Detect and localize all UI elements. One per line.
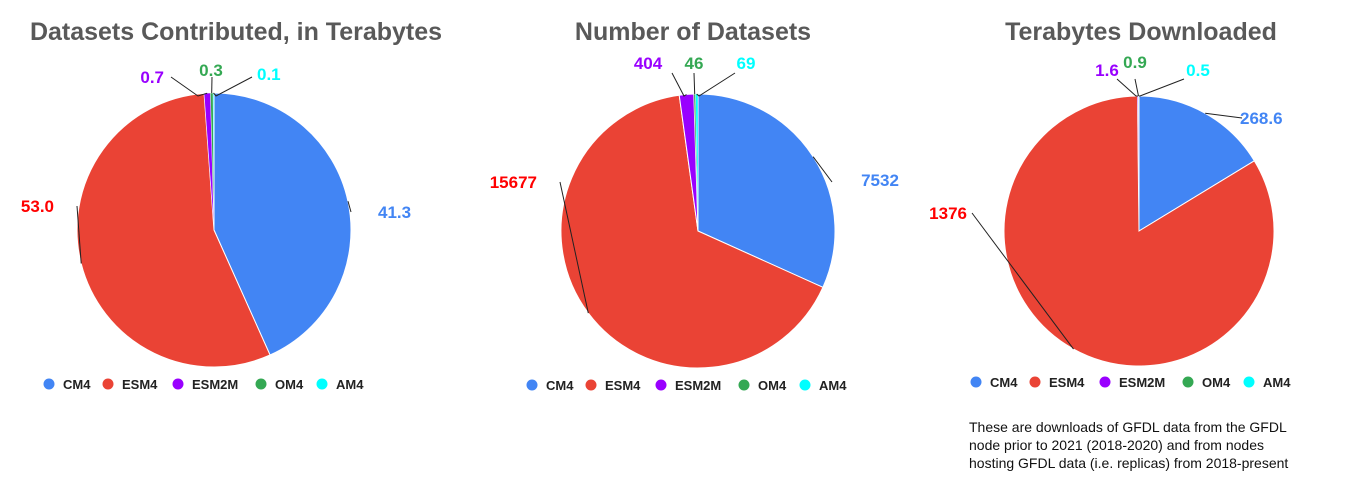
pie-slice-cm4 — [697, 93, 836, 288]
leader-line-am4 — [213, 76, 253, 97]
legend-swatch-cm4 — [526, 379, 538, 391]
downloads-footnote: These are downloads of GFDL data from th… — [969, 419, 1289, 471]
legend-swatch-om4 — [1182, 376, 1194, 388]
leader-line-am4 — [1138, 78, 1185, 97]
legend-label-esm4: ESM4 — [1049, 375, 1085, 390]
value-label-cm4: 7532 — [861, 171, 899, 190]
value-label-cm4: 268.6 — [1240, 109, 1283, 128]
pie-chart-2: Number of Datasets 7532 15677 404 46 69 CM4 ESM… — [490, 18, 899, 393]
value-label-am4: 0.1 — [257, 65, 281, 84]
leader-line-esm2m — [671, 72, 687, 97]
pie-chart-1: Datasets Contributed, in Terabytes 41.3 53… — [21, 18, 442, 392]
legend-swatch-esm4 — [102, 378, 114, 390]
leader-line-om4 — [1134, 78, 1139, 97]
chart-legend: CM4 ESM4 ESM2M OM4 AM4 — [526, 378, 847, 393]
legend-label-esm4: ESM4 — [605, 378, 641, 393]
value-label-esm2m: 0.7 — [140, 68, 164, 87]
legend-swatch-esm2m — [1099, 376, 1111, 388]
legend-label-esm2m: ESM2M — [192, 377, 238, 392]
chart-legend: CM4 ESM4 ESM2M OM4 AM4 — [43, 377, 364, 392]
value-label-esm4: 15677 — [490, 173, 537, 192]
chart-title: Datasets Contributed, in Terabytes — [30, 18, 442, 46]
legend-label-cm4: CM4 — [63, 377, 91, 392]
leader-line-esm4 — [559, 181, 589, 314]
leader-line-cm4 — [812, 156, 833, 183]
legend-swatch-om4 — [255, 378, 267, 390]
leader-line-cm4 — [347, 201, 352, 213]
legend-label-cm4: CM4 — [546, 378, 574, 393]
legend-swatch-om4 — [738, 379, 750, 391]
legend-label-cm4: CM4 — [990, 375, 1018, 390]
value-label-am4: 0.5 — [1186, 61, 1210, 80]
leader-line-esm2m — [170, 76, 208, 97]
chart-title: Number of Datasets — [575, 18, 811, 46]
legend-label-esm4: ESM4 — [122, 377, 158, 392]
legend-swatch-cm4 — [43, 378, 55, 390]
leader-line-esm2m — [1116, 78, 1138, 97]
chart-title: Terabytes Downloaded — [1005, 18, 1277, 46]
leader-line-esm4 — [971, 212, 1074, 350]
legend-swatch-am4 — [316, 378, 328, 390]
value-label-am4: 69 — [737, 54, 756, 73]
legend-label-om4: OM4 — [275, 377, 304, 392]
legend-label-om4: OM4 — [758, 378, 787, 393]
pie-chart-3: Terabytes Downloaded 268.6 1376 1.6 0.9 0.5 CM… — [929, 18, 1291, 390]
value-label-esm2m: 1.6 — [1095, 61, 1119, 80]
leader-line-esm4 — [76, 205, 82, 264]
legend-label-esm2m: ESM2M — [675, 378, 721, 393]
value-label-esm4: 1376 — [929, 204, 967, 223]
legend-swatch-esm4 — [585, 379, 597, 391]
legend-swatch-am4 — [1243, 376, 1255, 388]
legend-swatch-esm4 — [1029, 376, 1041, 388]
chart-legend: CM4 ESM4 ESM2M OM4 AM4 — [970, 375, 1291, 390]
value-label-om4: 0.9 — [1123, 53, 1147, 72]
legend-label-am4: AM4 — [819, 378, 847, 393]
legend-swatch-cm4 — [970, 376, 982, 388]
leader-line-cm4 — [1205, 112, 1243, 119]
value-label-esm4: 53.0 — [21, 197, 54, 216]
value-label-cm4: 41.3 — [378, 203, 411, 222]
value-label-om4: 46 — [685, 54, 704, 73]
pie-slice-cm4 — [1138, 95, 1256, 232]
legend-label-am4: AM4 — [1263, 375, 1291, 390]
legend-label-am4: AM4 — [336, 377, 364, 392]
legend-swatch-am4 — [799, 379, 811, 391]
leader-line-om4 — [693, 72, 696, 95]
value-label-esm2m: 404 — [634, 54, 663, 73]
legend-label-om4: OM4 — [1202, 375, 1231, 390]
legend-swatch-esm2m — [172, 378, 184, 390]
value-label-om4: 0.3 — [199, 61, 223, 80]
leader-line-am4 — [696, 72, 736, 97]
legend-swatch-esm2m — [655, 379, 667, 391]
legend-label-esm2m: ESM2M — [1119, 375, 1165, 390]
